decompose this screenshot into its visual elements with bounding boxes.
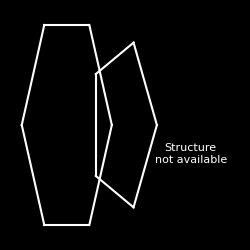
Text: Structure
not available: Structure not available [154,143,227,165]
